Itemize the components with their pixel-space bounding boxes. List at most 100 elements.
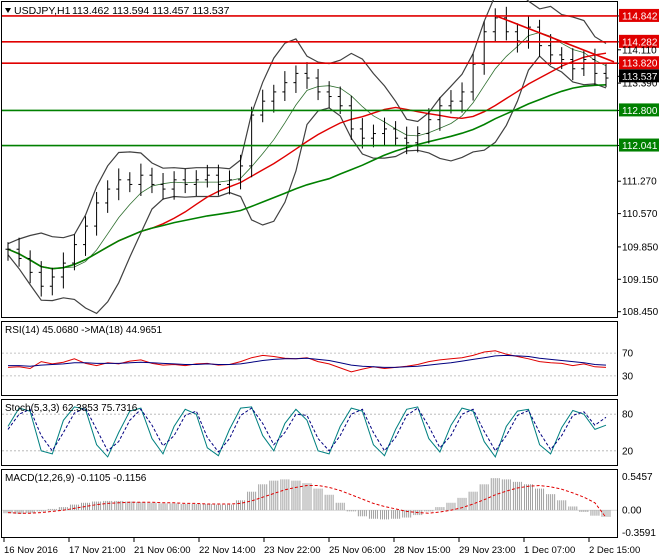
macd-label: MACD(12,26,9) -0.1105 -0.1156 [5,473,147,484]
trend-line [494,14,615,63]
price-axis-label: 114.110 [622,45,657,56]
time-axis-label: 23 Nov 22:00 [264,545,321,556]
price-bar [459,82,465,113]
bollinger-upper-line [7,0,607,245]
price-bar [271,84,277,113]
macd-axis-label: 0.5457 [622,472,653,483]
price-bar [204,164,210,188]
price-bar [105,180,111,213]
price-bar [559,47,565,70]
level-price-tag [619,56,659,70]
stoch-panel-frame [1,399,618,466]
price-bar [492,8,498,43]
price-bar [138,163,144,196]
stoch-axis-label: 80 [622,410,634,421]
ohlc-label: 113.462 113.594 113.457 113.537 [72,5,230,17]
level-price-tag [619,138,659,152]
stoch-signal-line [7,407,607,453]
rsi-label: RSI(14) 45.0680 ->MA(18) 44.9651 [5,325,162,336]
rsi-line [7,350,607,373]
time-axis-label: 16 Nov 2016 [4,545,58,556]
level-price-label: 113.820 [622,59,658,70]
price-bar [160,173,166,200]
rsi-ma-line [8,354,607,368]
price-axis-label: 108.450 [622,307,659,318]
level-price-label: 114.842 [622,11,658,22]
price-bar [537,19,543,57]
price-bar [382,117,388,146]
price-bar [83,216,89,256]
price-bar [49,267,55,296]
moving-average-slow-line [7,84,607,270]
rsi-axis-label: 30 [622,371,634,382]
bollinger-lower-line [7,55,607,315]
time-axis-label: 2 Dec 15:00 [589,545,640,556]
price-bar [149,167,155,194]
triangle-down-icon[interactable] [5,8,11,13]
level-price-tag [619,8,659,22]
level-price-label: 114.282 [622,37,658,48]
price-bar [238,154,244,190]
price-bar [415,126,421,153]
price-bar [116,168,122,201]
price-bar [226,170,232,195]
level-price-label: 112.800 [622,106,658,117]
price-bar [249,106,255,178]
price-axis-label: 113.390 [622,79,658,90]
price-bar [315,68,321,101]
time-axis-label: 17 Nov 21:00 [69,545,126,556]
price-bar [359,118,365,149]
level-price-tag [619,103,659,117]
rsi-axis-label: 70 [622,349,634,360]
time-axis-label: 28 Nov 15:00 [394,545,451,556]
level-price-label: 112.041 [622,141,658,152]
current-price-tag [619,69,659,83]
price-axis-label: 109.150 [622,275,659,286]
price-bar [27,250,33,284]
price-bar [514,23,520,53]
symbol-label: USDJPY,H1 [14,5,71,17]
price-bar [348,95,354,140]
macd-panel-frame [1,469,618,538]
price-bar [448,90,454,114]
macd-axis-label: 0.00 [622,506,642,517]
price-bar [171,171,177,200]
price-axis-label: 111.270 [622,177,657,188]
stoch-main-line [7,406,607,458]
time-axis-label: 1 Dec 07:00 [524,545,575,556]
time-axis-label: 22 Nov 14:00 [199,545,256,556]
price-bar [326,81,332,109]
price-bar [337,86,343,114]
level-price-tag [619,34,659,48]
price-bar [5,242,11,261]
price-axis-label: 109.850 [622,242,659,253]
price-bar [127,172,133,193]
price-bar [481,21,487,75]
price-bar [404,126,410,155]
rsi-panel-frame [1,321,618,396]
price-bar [503,6,509,41]
time-axis-label: 25 Nov 06:00 [329,545,386,556]
time-axis-label: 29 Nov 23:00 [459,545,516,556]
price-bar [426,108,432,144]
price-bar [437,97,443,131]
price-bar [370,124,376,148]
bollinger-middle-line [7,32,607,270]
price-bar [470,53,476,101]
price-bar [548,34,554,65]
stoch-axis-label: 20 [622,446,634,457]
macd-signal-line [7,484,607,518]
price-bar [393,121,399,146]
price-bar [525,15,531,49]
price-bar [71,234,77,271]
price-bar [94,192,100,236]
price-bar [16,237,22,267]
price-bar [304,62,310,89]
price-bar [282,71,288,102]
price-bar [603,63,609,88]
price-bar [215,164,221,196]
price-bar [570,48,576,81]
price-bar [60,252,66,289]
price-bar [293,65,299,93]
